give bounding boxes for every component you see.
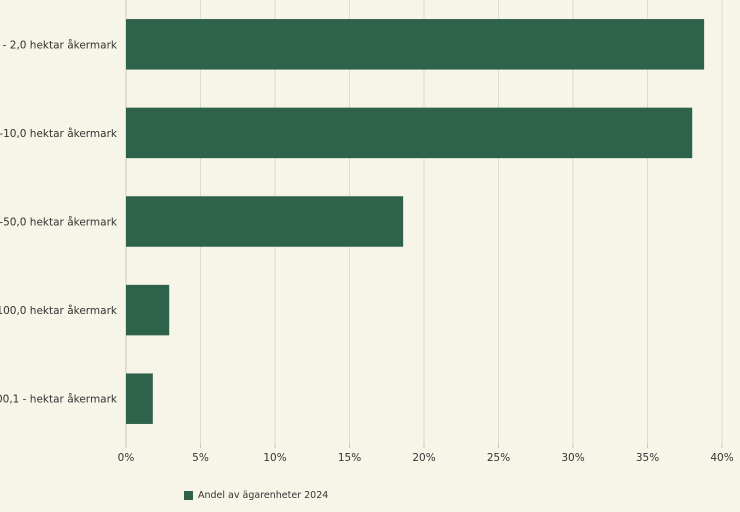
category-label: 10,1-50,0 hektar åkermark [0,216,118,229]
legend: Andel av ägarenheter 2024 [184,490,328,501]
gridlines [125,0,723,443]
category-label: 2,1-10,0 hektar åkermark [0,127,118,140]
x-tick-label: 30% [561,452,584,464]
x-tick-label: 20% [412,452,435,464]
x-tick-label: 40% [710,452,733,464]
legend-label: Andel av ägarenheter 2024 [198,490,329,501]
category-label: 100,1 - hektar åkermark [0,393,118,406]
x-tick-label: 15% [338,452,361,464]
category-label: 50,1-100,0 hektar åkermark [0,304,118,317]
x-tick-label: 5% [192,452,209,464]
x-axis-ticks: 0% 5% 10% 15% 20% 25% 30% 35% 40% [118,443,734,464]
x-tick-label: 0% [118,452,135,464]
x-tick-label: 35% [636,452,659,464]
category-labels: - 2,0 hektar åkermark 2,1-10,0 hektar åke… [0,38,118,405]
category-label: - 2,0 hektar åkermark [3,38,118,51]
legend-swatch [184,491,193,500]
x-tick-label: 10% [263,452,286,464]
x-tick-label: 25% [487,452,510,464]
bar-2[interactable] [126,107,693,159]
bar-1[interactable] [126,19,705,70]
bar-4[interactable] [126,284,170,336]
bar-3[interactable] [126,196,404,247]
bar-5[interactable] [126,373,153,424]
bars [126,19,705,424]
